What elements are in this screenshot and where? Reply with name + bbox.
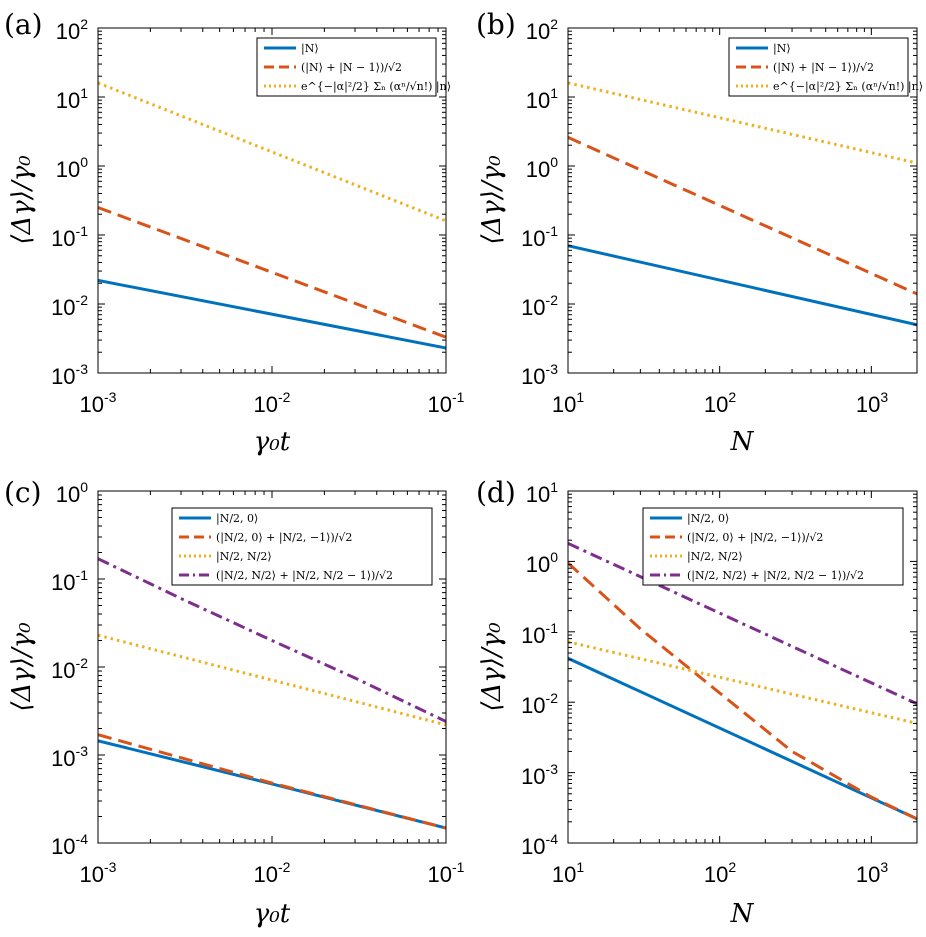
- legend-entry: |N⟩: [301, 42, 319, 56]
- panel-label: (a): [4, 8, 43, 41]
- panel-label: (d): [476, 476, 516, 509]
- legend-entry: e^{−|α|²/2} Σₙ (αⁿ/√n!) |n⟩: [773, 80, 923, 94]
- legend-entry: (|N/2, N/2⟩ + |N/2, N/2 − 1⟩)/√2: [687, 569, 864, 583]
- panel-b: 10-3 10-2 10-1 100 101 102 101 102 103 (…: [476, 8, 923, 457]
- legend: |N⟩ (|N⟩ + |N − 1⟩)/√2 e^{−|α|²/2} Σₙ (α…: [256, 37, 451, 97]
- y-tick-label: 10-1: [51, 223, 88, 251]
- legend-entry: (|N/2, 0⟩ + |N/2, −1⟩)/√2: [687, 531, 823, 545]
- y-axis-label: ⟨Δγ⟩/γ₀: [477, 622, 507, 712]
- y-tick-label: 10-2: [51, 292, 88, 320]
- y-axis-label: ⟨Δγ⟩/γ₀: [477, 155, 507, 245]
- legend-entry: (|N/2, 0⟩ + |N/2, −1⟩)/√2: [216, 531, 352, 545]
- series-line-4: [568, 542, 917, 706]
- y-tick-label: 10-2: [521, 690, 558, 718]
- x-tick-label: 103: [856, 859, 888, 887]
- x-axis-label: γ₀t: [254, 427, 291, 457]
- x-tick-label: 10-3: [80, 389, 117, 417]
- legend-entry: |N/2, 0⟩: [687, 512, 729, 526]
- legend-entry: |N⟩: [773, 42, 791, 56]
- legend-entry: e^{−|α|²/2} Σₙ (αⁿ/√n!) |n⟩: [301, 80, 451, 94]
- y-tick-marks: [98, 490, 446, 844]
- x-tick-label: 10-2: [254, 389, 291, 417]
- y-tick-marks: [98, 27, 446, 374]
- x-axis-label: N: [730, 427, 755, 457]
- legend-entry: (|N/2, N/2⟩ + |N/2, N/2 − 1⟩)/√2: [216, 569, 393, 583]
- legend-entry: (|N⟩ + |N − 1⟩)/√2: [773, 61, 874, 75]
- series-line-1: [568, 656, 917, 821]
- y-tick-label: 10-3: [521, 761, 558, 789]
- series-lines: [568, 81, 917, 327]
- y-tick-label: 10-3: [521, 361, 558, 389]
- legend: |N/2, 0⟩ (|N/2, 0⟩ + |N/2, −1⟩)/√2 |N/2,…: [642, 507, 904, 586]
- series-line-1: [568, 244, 917, 327]
- y-axis-label: ⟨Δγ⟩/γ₀: [7, 155, 37, 245]
- y-tick-label: 102: [526, 16, 558, 44]
- panel-c: 10-4 10-3 10-2 10-1 100 10-3 10-2 10-1 (…: [4, 476, 465, 929]
- y-tick-label: 10-1: [51, 567, 88, 595]
- y-tick-label: 100: [56, 479, 88, 507]
- series-lines: [98, 557, 446, 830]
- legend-entry: |N/2, N/2⟩: [216, 550, 272, 564]
- y-tick-label: 102: [56, 16, 88, 44]
- series-line-4: [98, 557, 446, 723]
- x-tick-label: 101: [552, 859, 584, 887]
- legend: |N/2, 0⟩ (|N/2, 0⟩ + |N/2, −1⟩)/√2 |N/2,…: [171, 507, 433, 586]
- plot-frame: [567, 27, 918, 374]
- series-lines: [568, 542, 917, 821]
- series-line-2: [568, 136, 917, 296]
- y-tick-label: 10-3: [51, 361, 88, 389]
- x-tick-marks: [567, 28, 918, 373]
- y-tick-label: 10-2: [521, 292, 558, 320]
- panel-a: 10-3 10-2 10-1 100 101 102 10-3 10-2 10-…: [4, 8, 465, 457]
- y-tick-label: 10-1: [521, 223, 558, 251]
- x-axis-label: N: [730, 899, 755, 929]
- x-tick-label: 10-2: [254, 859, 291, 887]
- legend-entry: (|N⟩ + |N − 1⟩)/√2: [301, 61, 402, 75]
- series-lines: [98, 81, 446, 350]
- y-tick-label: 100: [56, 154, 88, 182]
- plot-frame: [567, 490, 918, 844]
- series-line-2: [98, 733, 446, 830]
- y-tick-label: 100: [526, 154, 558, 182]
- series-line-1: [98, 278, 446, 350]
- legend-box: [642, 507, 904, 586]
- x-tick-label: 10-1: [428, 389, 465, 417]
- series-line-3: [98, 633, 446, 727]
- y-tick-label: 10-3: [51, 743, 88, 771]
- series-line-3: [568, 81, 917, 165]
- y-tick-label: 10-4: [521, 831, 558, 859]
- x-tick-label: 10-1: [428, 859, 465, 887]
- x-tick-label: 10-3: [80, 859, 117, 887]
- x-tick-label: 101: [552, 389, 584, 417]
- x-tick-marks: [97, 28, 447, 373]
- legend-entry: |N/2, 0⟩: [216, 512, 258, 526]
- y-tick-label: 101: [56, 85, 88, 113]
- panel-d: 10-4 10-3 10-2 10-1 100 101 101 102 103 …: [476, 476, 918, 929]
- y-tick-label: 10-1: [521, 620, 558, 648]
- x-tick-label: 102: [704, 859, 736, 887]
- y-tick-label: 100: [526, 549, 558, 577]
- panel-label: (c): [4, 476, 42, 509]
- y-axis-label: ⟨Δγ⟩/γ₀: [7, 622, 37, 712]
- y-tick-label: 101: [526, 85, 558, 113]
- x-tick-label: 102: [704, 389, 736, 417]
- y-tick-marks: [568, 490, 917, 844]
- y-tick-label: 10-2: [51, 655, 88, 683]
- x-tick-marks: [97, 491, 447, 843]
- legend: |N⟩ (|N⟩ + |N − 1⟩)/√2 e^{−|α|²/2} Σₙ (α…: [728, 37, 923, 97]
- legend-box: [171, 507, 433, 586]
- x-tick-label: 103: [856, 389, 888, 417]
- x-axis-label: γ₀t: [254, 899, 291, 929]
- y-tick-label: 10-4: [51, 831, 88, 859]
- x-tick-marks: [567, 491, 918, 843]
- y-tick-label: 101: [526, 479, 558, 507]
- legend-entry: |N/2, N/2⟩: [687, 550, 743, 564]
- y-tick-marks: [568, 27, 917, 374]
- panel-label: (b): [476, 8, 516, 41]
- series-line-3: [568, 640, 917, 725]
